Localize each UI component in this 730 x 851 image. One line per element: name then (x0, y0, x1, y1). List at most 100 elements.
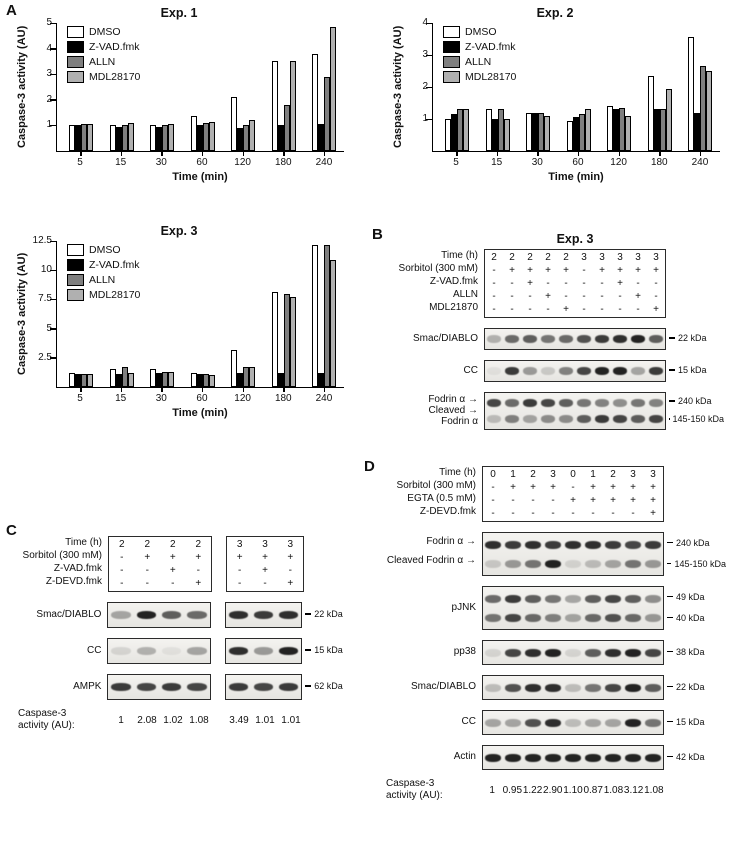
blot-row: Smac/DIABLO 22 kDa (16, 602, 346, 628)
bar (457, 109, 463, 151)
bar-group (109, 367, 134, 387)
blot-box (107, 602, 211, 628)
y-tick-label: 5 (46, 323, 52, 335)
blot-lane (583, 594, 603, 603)
x-tick-label: 180 (647, 152, 671, 168)
kda-text: 22 kDa (676, 681, 705, 692)
blot-lane (523, 683, 543, 692)
legend-label: MDL28170 (89, 71, 141, 83)
table-value: - (510, 304, 514, 315)
panel-a-label: A (6, 2, 17, 19)
bar (156, 373, 162, 387)
blot-lane (647, 415, 665, 423)
caspase-value: 1.08 (644, 784, 664, 796)
legend-item: DMSO (67, 244, 140, 256)
bar-group (69, 373, 93, 387)
table-values-row: 2 2 2 2 (109, 538, 211, 551)
kda-text: 49 kDa (676, 591, 705, 602)
blot-lane (159, 683, 184, 691)
blot-left-labels: Smac/DIABLO (16, 602, 107, 626)
y-tick-mark (50, 328, 57, 330)
chart-exp1: Exp. 1 Caspase-3 activity (AU) 1 2 3 4 5 DMSO Z-… (14, 6, 344, 183)
kda-tick-mark (305, 685, 312, 687)
blot-band (559, 335, 573, 343)
bar-group (150, 369, 174, 387)
blot-band (645, 540, 661, 549)
table-value: - (600, 291, 604, 302)
blot-lane (583, 559, 603, 568)
bar (196, 125, 203, 151)
blot-band (585, 540, 601, 549)
kda-labels: 240 kDa 145-150 kDa (666, 392, 724, 428)
bar (538, 113, 544, 151)
table-value: - (528, 304, 532, 315)
table-value: + (563, 265, 569, 276)
blot-band (565, 753, 581, 762)
table-value: 2 (195, 539, 202, 550)
blot-lane (629, 415, 647, 423)
y-tick-label: 5 (46, 17, 52, 29)
bar-group (231, 350, 255, 387)
legend-label: DMSO (465, 26, 497, 38)
blot-band (565, 718, 581, 727)
kda-label: 62 kDa (305, 681, 346, 691)
blot-lane (503, 648, 523, 657)
x-tick-text: 180 (274, 393, 292, 404)
bar (249, 367, 255, 387)
legend-swatch (67, 289, 84, 301)
kda-labels: 22 kDa (664, 675, 726, 698)
blot-row: Smac/DIABLO 22 kDa (392, 328, 724, 350)
bar-group (271, 61, 296, 151)
band-row (485, 331, 665, 347)
blot-band (585, 718, 601, 727)
blot-lane (643, 559, 663, 568)
table-value: + (650, 482, 656, 493)
blot-lane (563, 594, 583, 603)
plot-area: DMSO Z-VAD.fmk ALLN MDL28170 (50, 22, 344, 152)
bar (127, 373, 134, 387)
table-value: 2 (144, 539, 151, 550)
band-row (108, 605, 209, 625)
blot-box (482, 710, 664, 735)
table-value: 1 (510, 469, 516, 480)
blot-band (645, 718, 661, 727)
blot-lane (503, 415, 521, 423)
table-values-row: - + + + + - + + + + (485, 264, 665, 277)
table-value: 0 (490, 469, 496, 480)
blot-lane (184, 683, 209, 691)
kda-labels: 22 kDa (302, 602, 346, 626)
bar (87, 374, 93, 387)
blot-band (545, 648, 561, 657)
kda-tick-mark (669, 337, 675, 339)
table-value: + (287, 552, 294, 563)
table-value: - (491, 482, 495, 493)
table-value: - (145, 578, 149, 589)
blot-band (505, 540, 521, 549)
table-value: - (591, 508, 595, 519)
blot-band (565, 648, 581, 657)
table-value: - (636, 304, 640, 315)
caspase-label-line: activity (AU): (18, 720, 75, 731)
y-tick-label: 4 (46, 43, 52, 55)
table-value: 2 (563, 252, 569, 263)
blot-band (649, 367, 663, 375)
blot-lane (575, 415, 593, 423)
bar (330, 27, 336, 151)
table-values-row: - - - - - - - - + (483, 507, 663, 520)
blot-band (162, 611, 182, 619)
bar-group (69, 124, 93, 151)
table-value: + (570, 495, 576, 506)
legend-label: Z-VAD.fmk (89, 41, 140, 53)
bar (81, 124, 87, 151)
blot-band (613, 415, 627, 423)
kda-label: 15 kDa (669, 365, 724, 375)
bar-group (526, 113, 550, 151)
blot-lane (575, 335, 593, 343)
blot-band (625, 683, 641, 692)
table-value: - (196, 565, 200, 576)
kda-labels: 15 kDa (302, 638, 346, 662)
blot-lane (603, 594, 623, 603)
kda-labels: 240 kDa 145-150 kDa (664, 532, 726, 574)
kda-label: 145-150 kDa (669, 414, 724, 424)
blot-band (585, 683, 601, 692)
